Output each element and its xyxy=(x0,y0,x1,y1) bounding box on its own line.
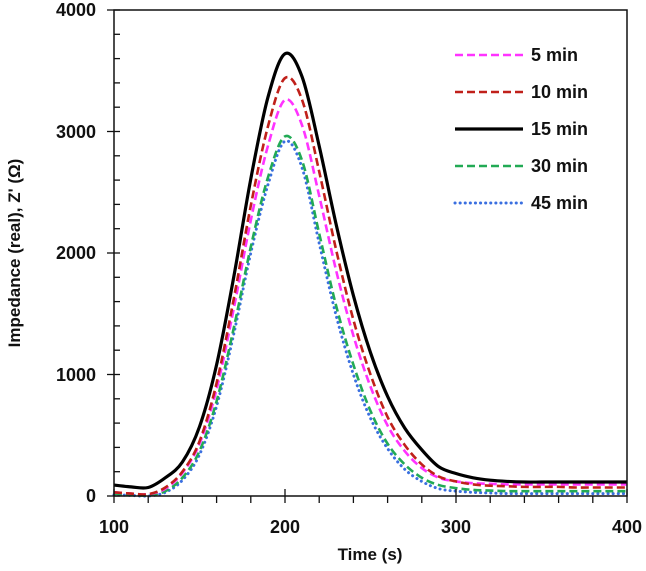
x-tick-label: 200 xyxy=(270,517,300,537)
x-axis-title: Time (s) xyxy=(338,545,403,564)
series-line-45-min xyxy=(112,139,629,498)
y-tick-label: 4000 xyxy=(56,0,96,20)
x-tick-label: 100 xyxy=(99,517,129,537)
y-tick-label: 3000 xyxy=(56,122,96,142)
x-tick-label: 300 xyxy=(441,517,471,537)
y-tick-label: 0 xyxy=(86,486,96,506)
series-layer xyxy=(112,51,629,498)
series-line-10-min xyxy=(113,75,627,496)
legend-label: 5 min xyxy=(531,45,578,65)
series-line-30-min xyxy=(113,134,627,497)
legend: 5 min 10 min 15 min 30 min 45 min xyxy=(453,45,588,213)
x-tick-label: 400 xyxy=(612,517,642,537)
y-tick-label: 2000 xyxy=(56,243,96,263)
legend-label: 30 min xyxy=(531,156,588,176)
y-tick-label: 1000 xyxy=(56,365,96,385)
series-line-15-min xyxy=(113,51,628,490)
legend-label: 10 min xyxy=(531,82,588,102)
legend-label: 45 min xyxy=(531,193,588,213)
legend-label: 15 min xyxy=(531,119,588,139)
ticks xyxy=(107,9,628,503)
y-axis-title: Impedance (real), Z' (Ω) xyxy=(5,159,24,348)
